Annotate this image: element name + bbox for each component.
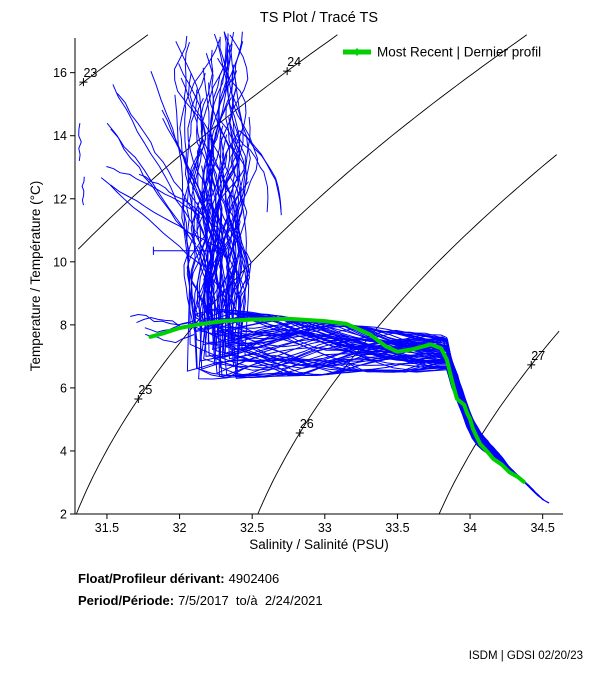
axis-lines: [74, 38, 563, 515]
most-recent-profile-path: [148, 316, 526, 484]
isopycnal-label-plus-icon: [134, 394, 143, 403]
float-label: Float/Profileur dérivant:: [78, 571, 225, 586]
y-tick-label: 10: [53, 255, 67, 269]
x-tick-label: 32: [173, 521, 187, 535]
profile-line: [221, 116, 534, 491]
plot-title: TS Plot / Tracé TS: [260, 10, 378, 26]
profile-line: [225, 107, 529, 486]
isopycnal-label-25: 25: [138, 383, 152, 397]
profile-line: [238, 130, 282, 216]
x-axis-label: Salinity / Salinité (PSU): [249, 537, 389, 552]
profile-line: [221, 134, 488, 450]
isopycnal-label-plus-icon: [283, 67, 292, 76]
isopycnal-label-plus-icon: [79, 78, 88, 87]
x-tick-label: 33.5: [385, 521, 409, 535]
profile-line: [239, 130, 282, 212]
profile-line: [78, 123, 82, 161]
profile-line: [210, 97, 494, 453]
legend-most-recent-label: Most Recent | Dernier profil: [377, 45, 541, 60]
profile-line: [207, 38, 534, 491]
profile-line: [130, 313, 195, 326]
profile-line: [162, 117, 229, 236]
profile-line: [216, 34, 545, 501]
profile-line: [194, 246, 524, 481]
profile-line: [213, 50, 533, 491]
y-tick-label: 6: [60, 381, 67, 395]
y-tick-label: 2: [60, 508, 67, 522]
float-info-block: Float/Profileur dérivant: 4902406 Period/…: [78, 568, 323, 612]
profile-line: [207, 154, 489, 446]
profile-line: [200, 32, 493, 450]
profile-line: [236, 135, 269, 213]
profile-line: [138, 173, 218, 228]
profile-line: [202, 59, 529, 486]
profile-line: [110, 128, 197, 245]
isopycnal-label-plus-icon: [295, 428, 304, 437]
profile-line: [209, 43, 524, 481]
isopycnal-label-plus-icon: [527, 360, 536, 369]
profile-line: [173, 35, 534, 491]
profile-line: [206, 33, 488, 448]
profile-line: [196, 97, 545, 501]
isopycnal-label-26: 26: [300, 417, 314, 431]
credit-text: ISDM | GDSI 02/20/23: [468, 650, 583, 662]
profile-line: [209, 64, 529, 486]
period-info-line: Period/Période: 7/5/2017 to/à 2/24/2021: [78, 590, 323, 612]
profile-line: [203, 246, 535, 491]
isopycnal-label-24: 24: [287, 55, 301, 69]
y-tick-label: 16: [53, 66, 67, 80]
isopycnal-line-23: [79, 34, 149, 86]
profile-line: [81, 176, 85, 206]
x-tick-label: 34.5: [530, 521, 554, 535]
y-tick-label: 8: [60, 318, 67, 332]
profile-line: [203, 270, 539, 496]
isopycnal-label-23: 23: [83, 66, 97, 80]
profile-line: [226, 144, 534, 491]
profile-line: [219, 31, 524, 481]
profile-line: [161, 109, 226, 258]
x-tick-label: 31.5: [95, 521, 119, 535]
y-axis-label: Temperature / Température (°C): [28, 181, 43, 371]
profile-line: [227, 174, 489, 447]
x-tick-label: 33: [318, 521, 332, 535]
isopycnal-line-27: [438, 330, 560, 515]
float-info-line: Float/Profileur dérivant: 4902406: [78, 568, 323, 590]
profile-line: [106, 122, 224, 293]
profile-line: [174, 94, 193, 293]
profile-line: [216, 118, 478, 441]
x-tick-label: 32.5: [240, 521, 264, 535]
profile-line: [106, 166, 201, 217]
x-tick-label: 34: [463, 521, 477, 535]
period-value: 7/5/2017 to/à 2/24/2021: [178, 593, 323, 608]
profile-line: [110, 184, 225, 253]
profile-line: [219, 36, 534, 491]
y-tick-label: 4: [60, 444, 67, 458]
y-tick-label: 14: [53, 129, 67, 143]
profile-line: [116, 92, 201, 219]
profile-line: [208, 31, 539, 496]
float-value: 4902406: [228, 571, 280, 586]
y-tick-label: 12: [53, 192, 67, 206]
legend: Most Recent | Dernier profil: [343, 45, 541, 60]
period-label: Period/Période:: [78, 593, 175, 608]
profiles-ensemble-lines: [78, 31, 550, 504]
isopycnal-line-25: [75, 34, 528, 515]
profile-line: [206, 41, 484, 447]
most-recent-profile-line: [148, 316, 526, 484]
profile-line: [100, 177, 203, 267]
profile-line: [202, 53, 498, 453]
profile-line: [229, 118, 529, 486]
isopycnal-label-27: 27: [531, 349, 545, 363]
profile-line: [217, 130, 493, 456]
profile-line: [211, 243, 467, 425]
